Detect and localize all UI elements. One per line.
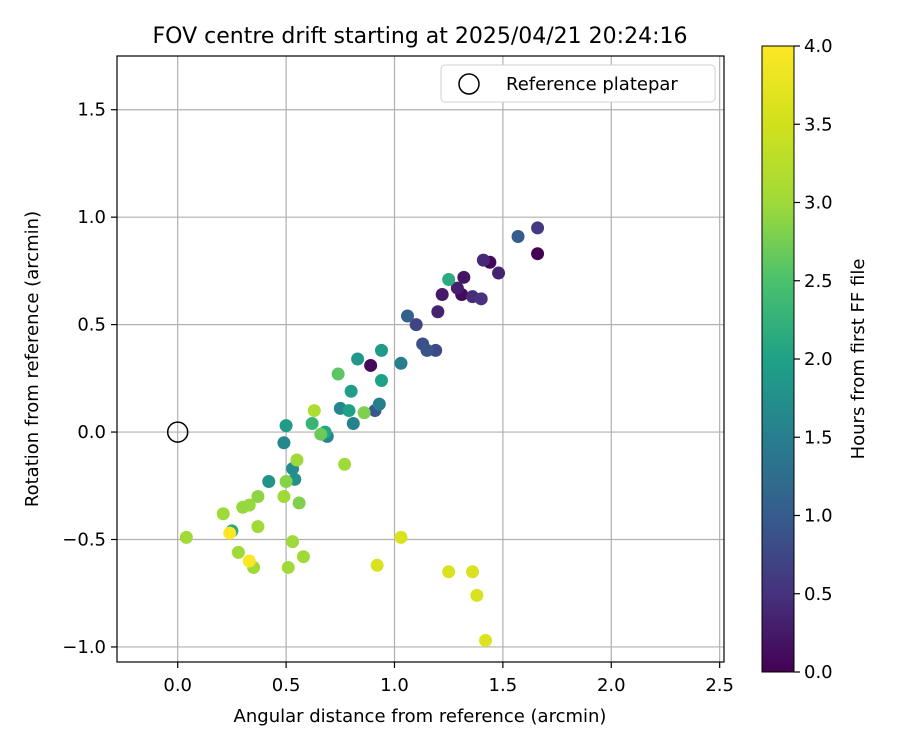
data-point (242, 554, 256, 568)
data-point (277, 490, 291, 504)
data-point (394, 530, 408, 544)
data-point (479, 634, 493, 648)
data-point (346, 416, 360, 430)
data-point (400, 309, 414, 323)
y-tick-label: 0.0 (77, 422, 106, 443)
colorbar-tick-label: 4.0 (804, 36, 833, 57)
data-point (281, 560, 295, 574)
colorbar-tick-label: 2.0 (804, 349, 833, 370)
y-tick-label: 0.5 (77, 315, 106, 336)
reference-marker (166, 421, 189, 443)
data-point (236, 500, 250, 514)
data-point (223, 526, 237, 540)
y-axis: −1.0 −0.5 0.0 0.5 1.0 1.5 (62, 100, 117, 658)
colorbar-tick-label: 0.0 (804, 662, 833, 683)
data-point (290, 453, 304, 467)
data-point (314, 427, 328, 441)
data-point (450, 281, 464, 295)
data-point (364, 358, 378, 372)
x-tick-label: 2.5 (705, 675, 734, 696)
data-point (279, 419, 293, 433)
y-tick-label: −0.5 (62, 530, 106, 551)
x-axis-label: Angular distance from reference (arcmin) (234, 706, 607, 727)
y-tick-label: 1.0 (77, 207, 106, 228)
y-tick-label: 1.5 (77, 100, 106, 121)
x-axis: 0.0 0.5 1.0 1.5 2.0 2.5 (163, 662, 734, 696)
x-tick-label: 0.5 (272, 675, 301, 696)
data-point (492, 266, 506, 280)
data-point (374, 373, 388, 387)
data-point (466, 565, 480, 579)
data-point (351, 352, 365, 366)
data-point (307, 404, 321, 418)
colorbar: 0.0 0.5 1.0 1.5 2.0 2.5 3.0 3.5 4.0 Hours from f… (761, 36, 869, 683)
data-point (231, 545, 245, 559)
data-point (286, 535, 300, 549)
colorbar-tick-label: 1.5 (804, 427, 833, 448)
reference-point (166, 421, 189, 443)
y-tick-label: −1.0 (62, 637, 106, 658)
data-point (374, 343, 388, 357)
data-point (470, 588, 484, 602)
data-point (279, 474, 293, 488)
data-point (442, 272, 456, 286)
legend-label-reference: Reference platepar (506, 74, 678, 95)
data-point (331, 367, 345, 381)
x-tick-label: 0.0 (163, 675, 192, 696)
data-point (357, 406, 371, 420)
chart-title: FOV centre drift starting at 2025/04/21 … (153, 24, 688, 49)
data-point (372, 397, 386, 411)
data-point (442, 565, 456, 579)
data-point (262, 474, 276, 488)
data-point (342, 404, 356, 418)
data-point (292, 496, 306, 510)
data-point (409, 318, 423, 332)
x-tick-label: 1.0 (380, 675, 409, 696)
data-point (251, 520, 265, 534)
data-point (531, 221, 545, 235)
data-point (420, 343, 434, 357)
x-tick-label: 2.0 (597, 675, 626, 696)
data-point (457, 270, 471, 284)
data-point (431, 305, 445, 319)
data-point (531, 247, 545, 261)
plot-frame (116, 55, 725, 663)
data-point (511, 230, 525, 244)
colorbar-tick-label: 2.5 (804, 271, 833, 292)
colorbar-label: Hours from first FF file (848, 259, 869, 460)
data-point (251, 490, 265, 504)
legend-box (440, 64, 716, 103)
colorbar-ticks: 0.0 0.5 1.0 1.5 2.0 2.5 3.0 3.5 4.0 (794, 36, 833, 683)
colorbar-tick-label: 1.0 (804, 506, 833, 527)
x-tick-label: 1.5 (489, 675, 518, 696)
data-point (344, 384, 358, 398)
data-point (305, 416, 319, 430)
data-point (435, 288, 449, 302)
colorbar-tick-label: 3.5 (804, 114, 833, 135)
data-point (296, 550, 310, 564)
legend: Reference platepar (440, 64, 716, 103)
data-point (370, 558, 384, 572)
y-axis-label: Rotation from reference (arcmin) (22, 211, 43, 507)
colorbar-tick-label: 0.5 (804, 584, 833, 605)
colorbar-tick-label: 3.0 (804, 193, 833, 214)
data-point (476, 253, 490, 267)
data-point (474, 292, 488, 306)
colorbar-gradient (761, 45, 795, 673)
data-point (394, 356, 408, 370)
data-point (216, 507, 230, 521)
data-point (179, 530, 193, 544)
data-points (179, 221, 545, 648)
data-point (338, 457, 352, 471)
data-point (277, 436, 291, 450)
legend-marker-reference (458, 73, 480, 95)
